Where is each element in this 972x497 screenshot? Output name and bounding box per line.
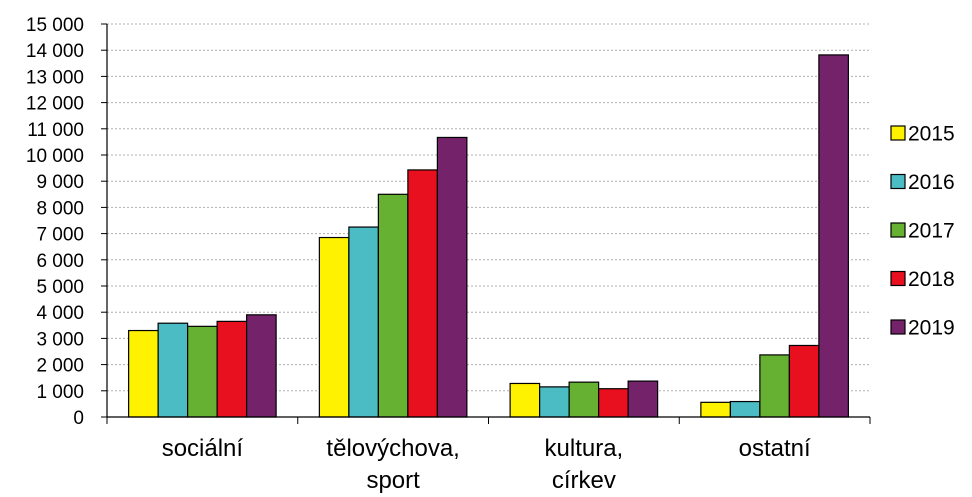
y-tick-labels: 0 1 000 2 000 3 000 4 000 5 000 6 000 7 000 8 00… xyxy=(26,15,84,429)
bar-2016 xyxy=(539,386,570,418)
legend: 2015 2016 2017 2018 2019 xyxy=(890,123,955,340)
y-tick-label: 7 000 xyxy=(36,225,84,246)
y-tick-label: 12 000 xyxy=(26,94,84,115)
legend-label: 2018 xyxy=(908,268,955,291)
y-tick-label: 2 000 xyxy=(36,356,84,377)
legend-label: 2015 xyxy=(908,123,955,146)
category-label: sociální xyxy=(162,435,244,462)
bar-2015 xyxy=(318,236,350,418)
x-category-labels: sociální tělovýchova, sport kultura, církev o… xyxy=(162,435,811,494)
bar-2015 xyxy=(509,382,541,418)
y-tick-label: 14 000 xyxy=(26,41,84,62)
y-tick-label: 8 000 xyxy=(36,198,84,219)
bar-2016 xyxy=(348,226,379,418)
bar-2015 xyxy=(128,329,159,418)
bar-2016 xyxy=(157,322,189,418)
y-tick-label: 5 000 xyxy=(36,277,84,298)
bar-2018 xyxy=(216,320,248,418)
y-tick-label: 10 000 xyxy=(26,146,84,167)
y-tick-label: 1 000 xyxy=(36,382,84,403)
bar-2017 xyxy=(759,354,790,418)
y-tick-label: 11 000 xyxy=(27,120,84,141)
legend-label: 2017 xyxy=(908,220,955,243)
bar-2018 xyxy=(598,388,629,418)
legend-label: 2019 xyxy=(908,317,955,340)
legend-swatch xyxy=(890,270,906,287)
legend-swatch xyxy=(890,319,906,335)
bar-2019 xyxy=(246,314,277,418)
category-label: církev xyxy=(552,467,616,494)
grid-lines xyxy=(107,23,870,392)
category-label: ostatní xyxy=(739,435,811,462)
bar-2019 xyxy=(436,136,468,418)
bar-2017 xyxy=(187,325,218,418)
legend-swatch xyxy=(890,222,906,238)
y-tick-label: 0 xyxy=(73,408,84,429)
category-label: kultura, xyxy=(545,435,624,462)
category-label: sport xyxy=(366,467,420,494)
y-tick-label: 4 000 xyxy=(36,303,84,324)
bar-2017 xyxy=(568,381,600,418)
bar-2015 xyxy=(700,401,731,418)
bar-2018 xyxy=(407,169,438,418)
y-tick-label: 13 000 xyxy=(26,67,84,88)
bar-2018 xyxy=(788,344,820,418)
legend-swatch xyxy=(890,125,906,141)
y-tick-label: 3 000 xyxy=(36,329,84,350)
category-label: tělovýchova, xyxy=(326,435,459,462)
y-tick-label: 15 000 xyxy=(26,15,84,36)
bar-2019 xyxy=(818,54,849,418)
bar-2017 xyxy=(377,193,409,418)
y-tick-label: 9 000 xyxy=(36,172,84,193)
bar-2019 xyxy=(627,380,659,418)
legend-label: 2016 xyxy=(908,171,955,194)
y-tick-label: 6 000 xyxy=(36,251,84,272)
axes xyxy=(101,23,871,424)
legend-swatch xyxy=(890,173,906,190)
bar-2016 xyxy=(729,400,761,418)
bars xyxy=(128,54,849,418)
